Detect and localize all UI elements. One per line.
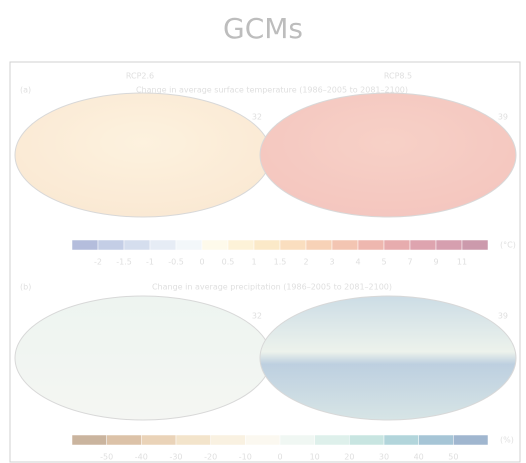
scale-label: 0.5	[222, 258, 235, 267]
scale-label: 0	[277, 453, 282, 462]
scale-label: 10	[310, 453, 320, 462]
scale-label: 1.5	[274, 258, 287, 267]
color-cell	[201, 239, 229, 251]
color-cell	[314, 434, 350, 446]
scale-label: -40	[135, 453, 148, 462]
color-cell	[71, 434, 107, 446]
scale-label: -1	[146, 258, 154, 267]
scale-label: -1.5	[116, 258, 132, 267]
scale-label: -50	[100, 453, 113, 462]
color-cell	[409, 239, 437, 251]
color-cell	[123, 239, 151, 251]
panel-label: (b)	[20, 283, 31, 292]
slide-title: GCMs	[223, 12, 303, 45]
color-cell	[71, 239, 99, 251]
color-cell	[227, 239, 255, 251]
color-cell	[97, 239, 125, 251]
map	[14, 92, 272, 218]
column-label: RCP8.5	[384, 72, 412, 81]
scale-label: 9	[433, 258, 438, 267]
color-cell	[253, 239, 281, 251]
model-count: 39	[498, 113, 508, 122]
color-cell	[279, 239, 307, 251]
scale-label: -2	[94, 258, 102, 267]
panel-title: Change in average precipitation (1986–20…	[152, 283, 392, 292]
model-count: 32	[252, 312, 262, 321]
column-label: RCP2.6	[126, 72, 154, 81]
color-cell	[149, 239, 177, 251]
panel-title: Change in average surface temperature (1…	[136, 86, 408, 95]
scale-label: 0	[199, 258, 204, 267]
scale-label: 40	[414, 453, 424, 462]
color-cell	[279, 434, 315, 446]
scale-label: -0.5	[168, 258, 184, 267]
color-cell	[305, 239, 333, 251]
scale-unit: (%)	[500, 436, 514, 445]
color-cell	[245, 434, 281, 446]
scale-label: -10	[239, 453, 252, 462]
color-cell	[175, 434, 211, 446]
scale-label: 4	[355, 258, 360, 267]
map	[259, 295, 517, 421]
color-cell	[175, 239, 203, 251]
scale-unit: (°C)	[500, 241, 516, 250]
scale-label: 3	[329, 258, 334, 267]
color-cell	[383, 239, 411, 251]
color-cell	[418, 434, 454, 446]
scale-label: -20	[204, 453, 217, 462]
scale-label: -30	[169, 453, 182, 462]
color-cell	[357, 239, 385, 251]
scale-label: 1	[251, 258, 256, 267]
panel-label: (a)	[20, 86, 31, 95]
color-cell	[331, 239, 359, 251]
model-count: 39	[498, 312, 508, 321]
scale-label: 11	[457, 258, 467, 267]
map	[14, 295, 272, 421]
scale-label: 2	[303, 258, 308, 267]
color-scale: -50 -40 -30 -20 -10 0 10 20 30 40 50 (%)	[71, 434, 514, 462]
color-cell	[106, 434, 142, 446]
figure: RCP2.6 RCP8.5 (a) Change in average surf…	[9, 61, 521, 463]
color-cell	[141, 434, 177, 446]
scale-label: 7	[407, 258, 412, 267]
color-cell	[453, 434, 489, 446]
color-cell	[435, 239, 463, 251]
model-count: 32	[252, 113, 262, 122]
color-cell	[349, 434, 385, 446]
scale-label: 20	[344, 453, 354, 462]
color-cell	[210, 434, 246, 446]
scale-label: 5	[381, 258, 386, 267]
map	[259, 92, 517, 218]
scale-label: 30	[379, 453, 389, 462]
scale-label: 50	[448, 453, 458, 462]
color-scale: -2 -1.5 -1 -0.5 0 0.5 1 1.5 2 3 4 5 7 9 11 (°C)	[71, 239, 516, 267]
color-cell	[383, 434, 419, 446]
color-cell	[461, 239, 489, 251]
